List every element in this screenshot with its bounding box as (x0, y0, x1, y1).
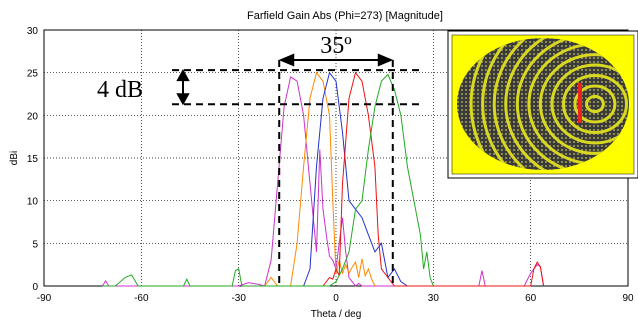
beamwidth-arrow (278, 53, 394, 67)
y-axis-label: dBi (9, 151, 20, 165)
gain-series-group (101, 71, 545, 287)
gain-series-line-1 (101, 76, 545, 287)
chart-title: Farfield Gain Abs (Phi=273) [Magnitude] (247, 10, 443, 22)
x-axis-label: Theta / deg (311, 309, 362, 320)
beam-annotations: 35º 4 dB (97, 33, 423, 286)
gain-series-line-4 (322, 71, 545, 287)
y-tick-label: 30 (27, 26, 39, 37)
x-tick-label: -30 (231, 293, 246, 304)
x-tick-label: -60 (134, 293, 149, 304)
x-tick-label: -90 (37, 293, 52, 304)
y-tick-label: 20 (27, 111, 39, 122)
y-tick-label: 5 (32, 239, 38, 250)
gain-variation-label: 4 dB (97, 77, 143, 103)
gain-series-line-2 (264, 71, 376, 287)
y-tick-label: 0 (32, 282, 38, 293)
gain-variation-arrow (176, 69, 190, 106)
x-tick-label: 30 (428, 293, 440, 304)
array-layout-inset-image (447, 30, 638, 179)
gain-series-line-5 (102, 73, 434, 287)
x-tick-label: 0 (333, 293, 339, 304)
y-tick-label: 25 (27, 69, 39, 80)
x-tick-labels: -90 -60 -30 0 30 60 90 (37, 293, 634, 304)
x-tick-label: 60 (525, 293, 537, 304)
beamwidth-label: 35º (320, 33, 352, 59)
y-tick-label: 10 (27, 197, 39, 208)
active-subarray-highlight (578, 83, 582, 123)
y-tick-labels: 0 5 10 15 20 25 30 (27, 26, 39, 293)
y-tick-label: 15 (27, 154, 39, 165)
x-tick-label: 90 (622, 293, 634, 304)
